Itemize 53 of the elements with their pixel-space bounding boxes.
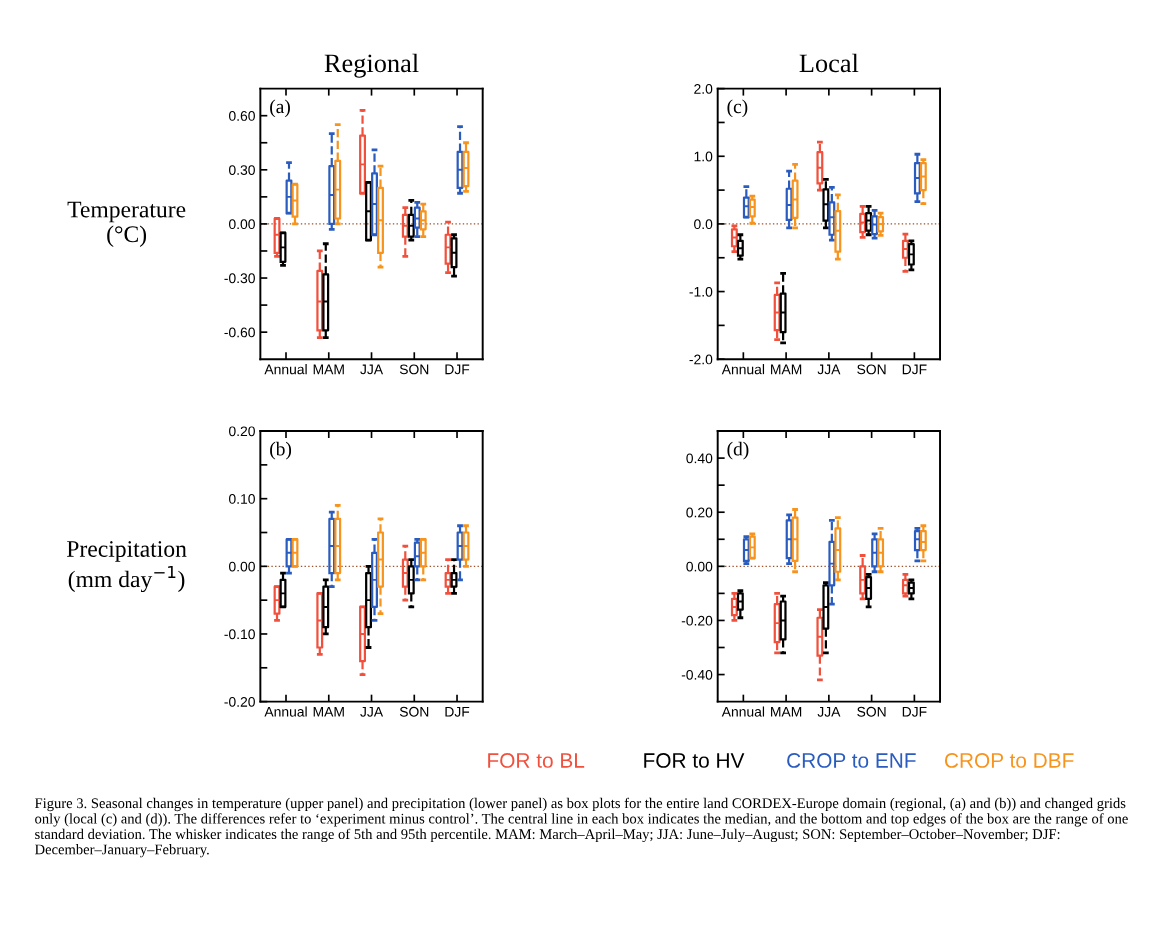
chart-title: Local (799, 53, 859, 73)
x-tick-label: JJA (360, 706, 384, 717)
annotation: (a) (270, 99, 290, 118)
annotation: (d) (727, 441, 749, 460)
text: CROP to ENF (787, 753, 916, 768)
text: FOR to BL (488, 753, 585, 768)
x-tick-label: MAM (313, 364, 344, 375)
x-tick-label: SON (399, 364, 429, 375)
x-tick-label: MAM (771, 364, 802, 375)
y-tick-label: -0.30 (224, 273, 255, 284)
x-tick-label: DJF (902, 706, 927, 717)
annotation: (c) (727, 99, 748, 118)
y-tick-label: 0.10 (229, 494, 255, 504)
y-tick-label: -0.10 (224, 629, 255, 640)
y-tick-label: 0.60 (229, 111, 255, 121)
y-tick-label: -0.40 (681, 669, 713, 680)
y-tick-label: 0.20 (229, 426, 255, 437)
x-tick-label: Annual (264, 706, 307, 717)
y-tick-label: 0.0 (694, 219, 713, 230)
text: CROP to DBF (944, 753, 1074, 768)
y-tick-label: -0.20 (681, 615, 713, 626)
y-axis-title: Temperature (°C) (67, 201, 186, 247)
y-tick-label: 0.40 (686, 453, 713, 464)
y-tick-label: -2.0 (689, 354, 713, 365)
y-tick-label: 2.0 (694, 83, 713, 94)
y-tick-label: 0.30 (229, 165, 255, 175)
x-tick-label: DJF (902, 364, 927, 375)
y-tick-label: -1.0 (689, 286, 713, 297)
text: FOR to HV (644, 753, 745, 768)
x-tick-label: JJA (817, 706, 841, 717)
x-tick-label: SON (857, 706, 886, 717)
x-tick-label: SON (857, 364, 886, 375)
y-tick-label: -0.60 (224, 327, 255, 338)
x-tick-label: Annual (264, 364, 307, 375)
x-tick-label: JJA (360, 364, 384, 375)
y-tick-label: 0.20 (686, 507, 713, 518)
y-tick-label: 1.0 (694, 151, 713, 162)
x-tick-label: DJF (445, 706, 470, 717)
y-tick-label: 0.00 (229, 219, 255, 230)
y-tick-label: 0.00 (229, 561, 255, 572)
x-tick-label: SON (399, 706, 429, 717)
x-tick-label: Annual (721, 706, 765, 717)
x-tick-label: MAM (771, 706, 802, 717)
x-tick-label: JJA (817, 364, 841, 375)
annotation: (b) (270, 441, 292, 460)
x-tick-label: Annual (721, 364, 765, 375)
chart-title: Regional (324, 53, 419, 78)
y-tick-label: 0.00 (686, 561, 713, 572)
y-axis-title: Precipitation (mm day$^{−1}$) (66, 541, 187, 593)
caption: Figure 3. Seasonal changes in temperature (upper panel) and precipitation (lower panel) as box plots for the entire land CORDEX-Europe domain (regional, (a) and (b)) and changed grids only (local (c) and (d)). The differences refer to ‘experiment minus control’. The central line in each box indicates the median, and the bottom and top edges of the box are the range of one standard deviation. The whisker indicates the range of 5th and 95th percentile. MAM: March–April–May; JJA: June–July–August; SON: September–October–November; DJF: December–January–February. (34, 797, 1128, 858)
x-tick-label: DJF (445, 364, 470, 375)
x-tick-label: MAM (313, 706, 344, 717)
y-tick-label: -0.20 (224, 696, 255, 707)
